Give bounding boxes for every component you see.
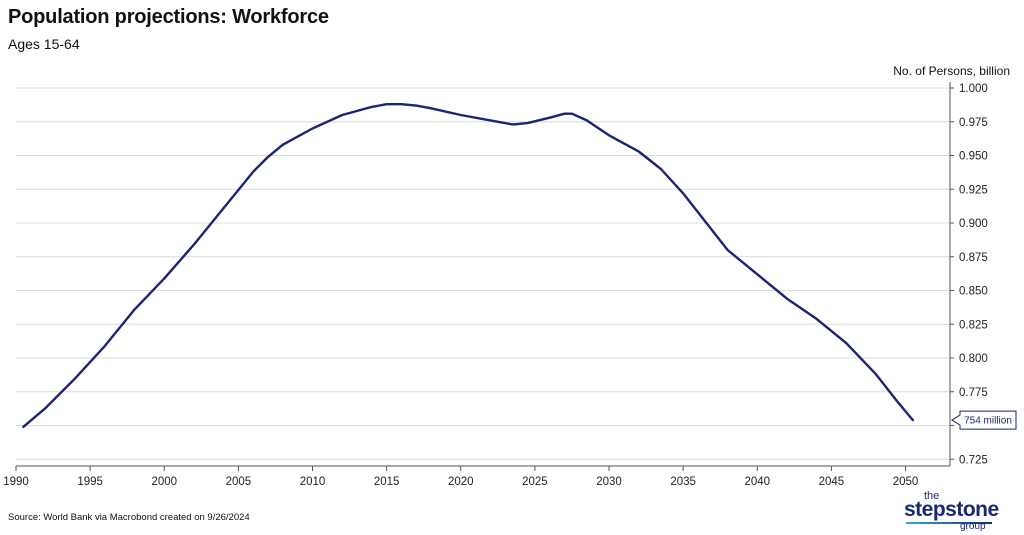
x-tick-label: 1995 xyxy=(77,476,103,488)
y-tick-label: 0.725 xyxy=(959,454,988,466)
y-tick-label: 0.775 xyxy=(959,387,988,399)
y-tick-label: 0.925 xyxy=(959,184,988,196)
chart-subtitle: Ages 15-64 xyxy=(8,36,80,52)
logo-text-main: stepstone xyxy=(904,498,999,521)
x-tick-label: 2020 xyxy=(448,476,474,488)
chart-title: Population projections: Workforce xyxy=(8,6,329,28)
x-tick-label: 2000 xyxy=(151,476,177,488)
value-callout-label: 754 million xyxy=(964,416,1012,427)
y-tick-label: 0.825 xyxy=(959,319,988,331)
stepstone-logo: the stepstone group xyxy=(904,490,1016,532)
y-tick-label: 0.950 xyxy=(959,151,988,163)
axes: 0.725 0.775 0.800 0.825 0.850 0.875 0.900 0.925… xyxy=(3,82,988,488)
annotation-layer: 754 million xyxy=(951,410,1017,430)
value-callout-box xyxy=(951,410,1017,430)
x-tick-label: 2010 xyxy=(300,476,326,488)
x-tick-label: 2035 xyxy=(670,476,696,488)
series-line-workforce xyxy=(22,102,915,428)
y-tick-label: 0.875 xyxy=(959,252,988,264)
x-tick-label: 2030 xyxy=(596,476,622,488)
source-note: Source: World Bank via Macrobond created… xyxy=(8,512,250,523)
x-tick-label: 2040 xyxy=(744,476,770,488)
logo-text-group: group xyxy=(960,521,986,532)
logo-text-the: the xyxy=(924,490,940,502)
y-tick-label: 0.800 xyxy=(959,353,988,365)
x-tick-label: 1990 xyxy=(3,476,29,488)
x-tick-label: 2050 xyxy=(893,476,919,488)
y-tick-label: 1.000 xyxy=(959,83,988,95)
x-tick-label: 2015 xyxy=(374,476,400,488)
x-tick-label: 2025 xyxy=(522,476,548,488)
gridlines xyxy=(16,87,950,460)
y-tick-label: 0.900 xyxy=(959,218,988,230)
x-tick-label: 2045 xyxy=(819,476,845,488)
x-tick-label: 2005 xyxy=(226,476,252,488)
y-axis-unit-label: No. of Persons, billion xyxy=(893,64,1010,78)
y-tick-label: 0.975 xyxy=(959,117,988,129)
series-layer xyxy=(22,102,915,428)
y-tick-label: 0.850 xyxy=(959,286,988,298)
logo-stripe xyxy=(906,522,992,524)
